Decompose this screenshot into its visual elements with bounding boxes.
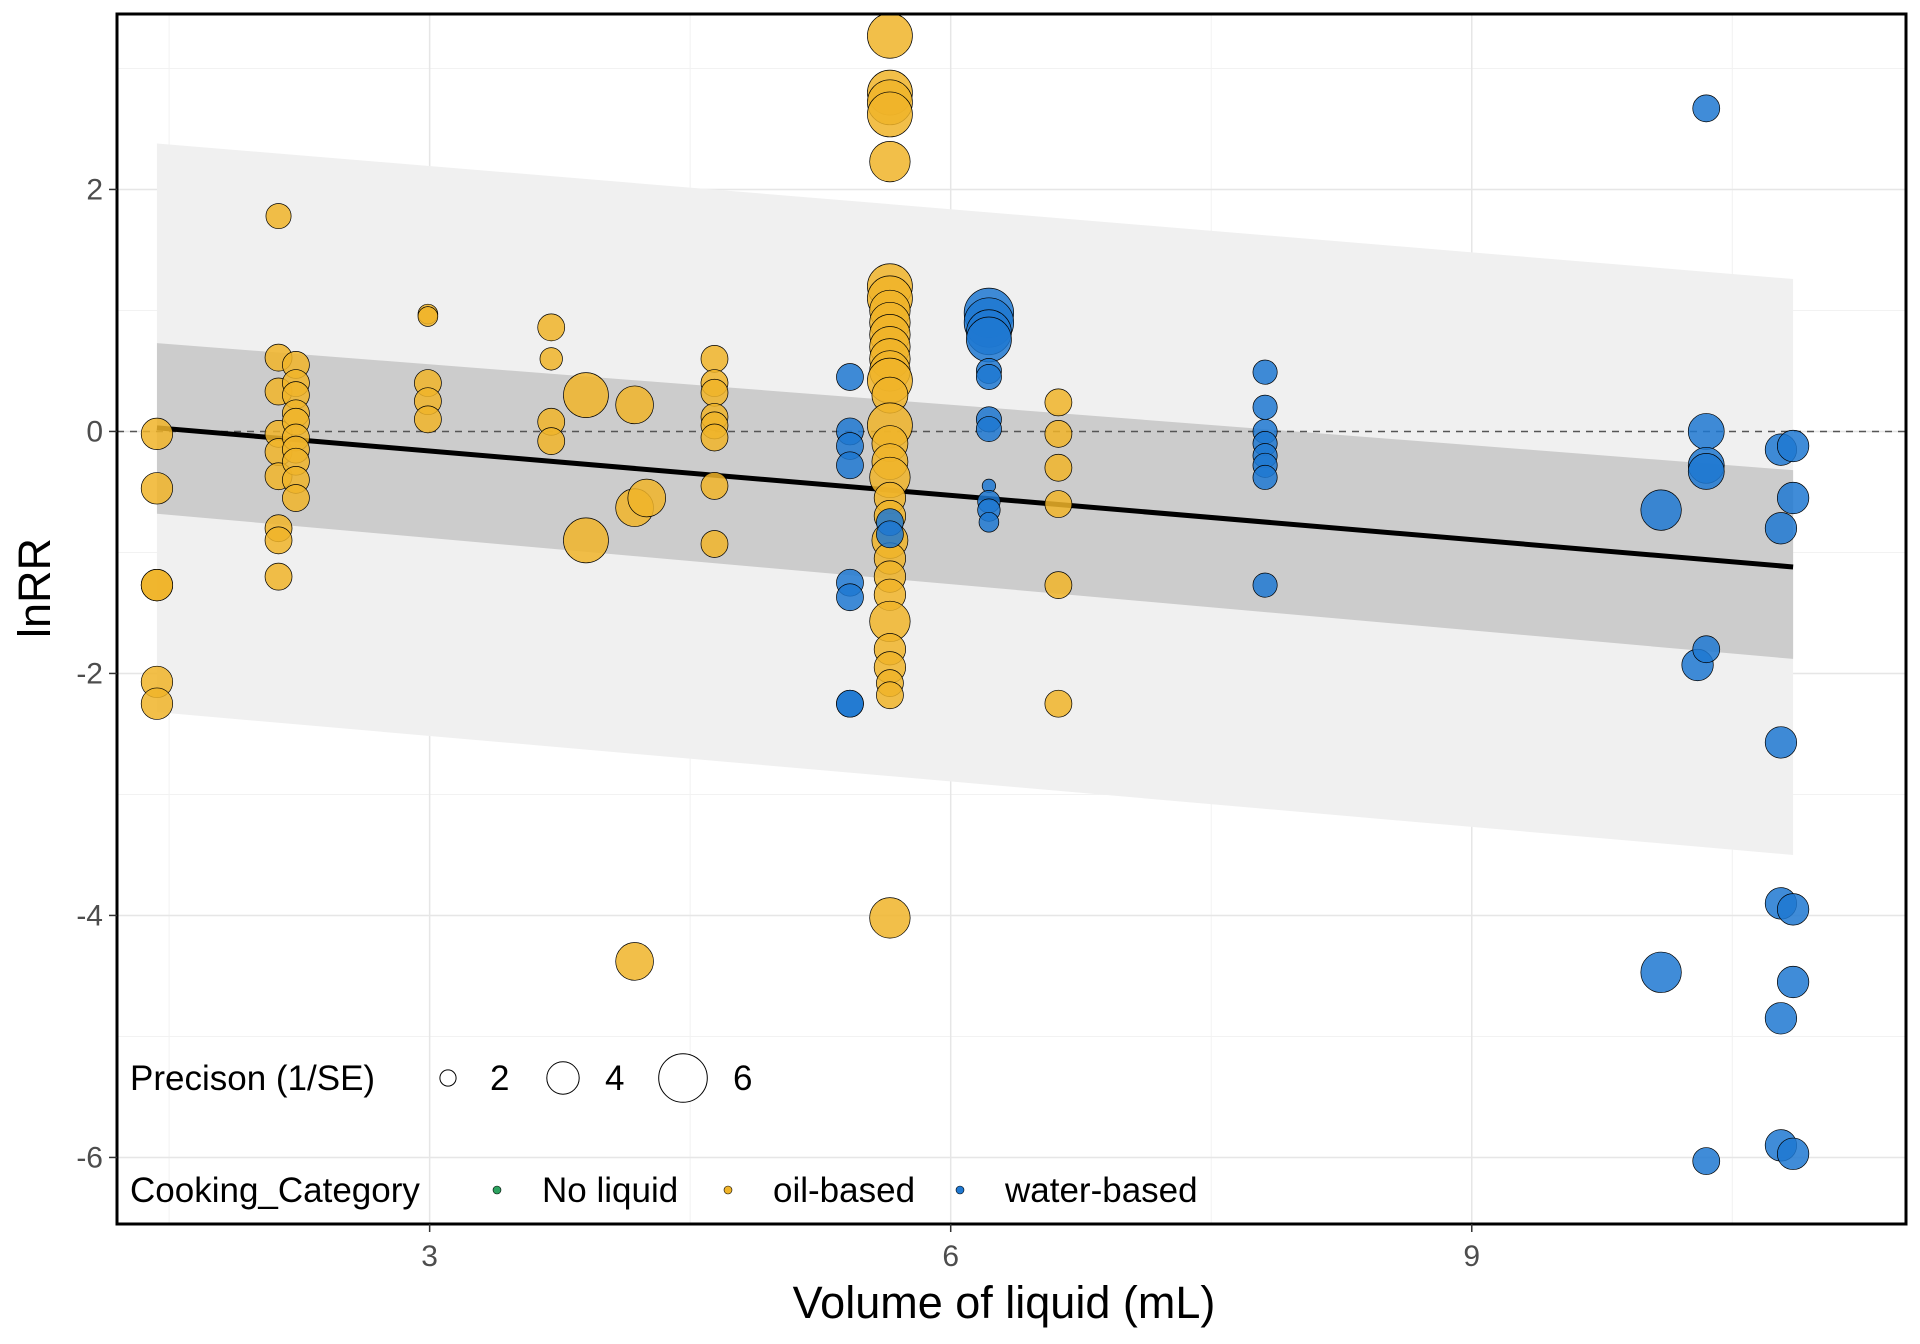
legend-size-label: 6 xyxy=(733,1059,752,1098)
data-point xyxy=(1687,453,1725,490)
x-tick-label: 6 xyxy=(942,1240,959,1273)
data-point xyxy=(836,583,864,612)
data-point xyxy=(1764,726,1798,759)
data-point xyxy=(1044,453,1073,482)
legend-color-label: water-based xyxy=(1004,1171,1198,1210)
y-axis-title: lnRR xyxy=(9,538,60,638)
data-point xyxy=(978,511,1000,533)
data-point xyxy=(700,345,729,373)
data-point xyxy=(1692,635,1721,664)
plot-border xyxy=(115,12,1908,1226)
legend-size-key xyxy=(439,1069,457,1087)
legend-size-label: 4 xyxy=(605,1059,624,1098)
data-point xyxy=(1044,689,1073,718)
data-point xyxy=(700,423,729,452)
data-point xyxy=(1640,489,1682,531)
axes: 3 6 9 -6 -4 -2 0 2 xyxy=(76,12,1908,1273)
data-point xyxy=(537,313,566,342)
data-point xyxy=(1252,464,1278,490)
confidence-interval-band xyxy=(156,343,1794,659)
data-point xyxy=(836,689,864,718)
legend-color-label: No liquid xyxy=(542,1171,678,1210)
data-point xyxy=(876,520,904,549)
data-point xyxy=(537,427,566,455)
data-point xyxy=(876,681,904,710)
data-point xyxy=(539,347,563,371)
data-point xyxy=(563,372,609,418)
x-tick-label: 9 xyxy=(1463,1240,1480,1273)
data-point xyxy=(1044,571,1073,599)
data-point xyxy=(1777,893,1810,926)
data-point xyxy=(615,942,654,981)
data-point xyxy=(700,472,729,500)
legend-color-key xyxy=(492,1185,502,1195)
legend-size-title: Precison (1/SE) xyxy=(130,1059,375,1098)
y-tick-label: 0 xyxy=(86,415,103,448)
data-point xyxy=(1777,965,1810,999)
legend-size-label: 2 xyxy=(490,1059,509,1098)
data-point xyxy=(869,897,911,939)
data-point xyxy=(264,562,293,591)
data-point xyxy=(836,363,864,391)
data-point xyxy=(700,378,729,407)
data-point xyxy=(615,385,654,425)
y-tick-label: -4 xyxy=(76,899,103,932)
data-point xyxy=(1044,420,1073,448)
data-point xyxy=(1044,388,1073,417)
data-point xyxy=(1252,572,1278,598)
data-point xyxy=(867,12,913,59)
data-point xyxy=(867,91,913,138)
data-point xyxy=(140,569,174,602)
legend: Precison (1/SE) 2 4 6 Cooking_Category No liq… xyxy=(130,1053,1198,1210)
legend-size-key xyxy=(546,1061,580,1095)
series-water-based xyxy=(836,94,1810,1175)
data-point xyxy=(264,526,293,555)
legend-color-title: Cooking_Category xyxy=(130,1171,420,1210)
data-point xyxy=(836,451,864,480)
x-tick-label: 3 xyxy=(421,1240,438,1273)
data-point xyxy=(975,416,1002,442)
y-tick-label: -6 xyxy=(76,1141,103,1174)
legend-color-key xyxy=(723,1185,733,1195)
data-point xyxy=(265,203,292,230)
data-point xyxy=(700,530,729,558)
data-point xyxy=(975,364,1002,390)
regression-line xyxy=(156,425,1794,570)
data-point xyxy=(1044,490,1073,518)
x-axis-title: Volume of liquid (mL) xyxy=(793,1277,1216,1328)
legend-color-label: oil-based xyxy=(773,1171,915,1210)
y-tick-label: -2 xyxy=(76,657,103,690)
data-point xyxy=(627,478,667,518)
data-point xyxy=(1687,413,1725,450)
data-point xyxy=(1252,359,1278,385)
data-point xyxy=(1692,94,1721,123)
data-point xyxy=(1777,481,1810,515)
data-point xyxy=(563,517,609,564)
data-point xyxy=(1777,1137,1810,1170)
data-point xyxy=(282,484,310,512)
legend-color-key xyxy=(955,1185,965,1195)
regression-line-layer xyxy=(156,425,1794,570)
data-point xyxy=(1692,1147,1721,1175)
data-point xyxy=(966,316,1012,363)
data-point xyxy=(1764,1002,1798,1035)
series-oil-based xyxy=(140,12,1073,981)
data-point xyxy=(1252,394,1278,420)
legend-size-key xyxy=(658,1053,708,1103)
data-point xyxy=(1764,512,1798,545)
data-points-layer xyxy=(140,12,1810,1175)
data-point xyxy=(417,306,439,327)
data-point xyxy=(414,405,442,434)
data-point xyxy=(140,687,174,720)
data-point xyxy=(1640,951,1682,993)
y-tick-label: 2 xyxy=(86,173,103,206)
data-point xyxy=(140,472,174,505)
data-point xyxy=(869,141,911,183)
data-point xyxy=(140,417,174,450)
data-point xyxy=(1777,429,1810,463)
